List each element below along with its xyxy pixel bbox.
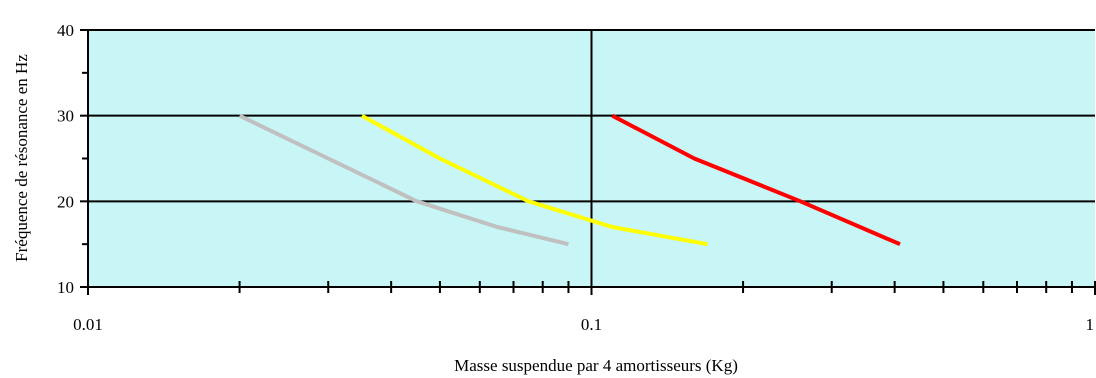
- series-line-3: [611, 113, 901, 247]
- y-tick-label: 40: [57, 21, 74, 40]
- x-tick-label: 1: [1086, 315, 1095, 334]
- x-tick-label: 0.01: [73, 315, 103, 334]
- y-tick-label: 10: [57, 278, 74, 297]
- axes: [80, 29, 1096, 295]
- series-line-1: [238, 113, 569, 247]
- series-lines: [238, 113, 901, 247]
- y-tick-label: 20: [57, 192, 74, 211]
- x-tick-label: 0.1: [581, 315, 602, 334]
- y-axis-label: Fréquence de résonance en Hz: [12, 54, 31, 262]
- y-tick-label: 30: [57, 107, 74, 126]
- tick-labels: 10 20 30 40 0.01 0.1 1: [57, 21, 1094, 334]
- series-line-2: [360, 113, 708, 247]
- gridlines: [88, 29, 1095, 287]
- x-axis-label: Masse suspendue par 4 amortisseurs (Kg): [454, 356, 738, 375]
